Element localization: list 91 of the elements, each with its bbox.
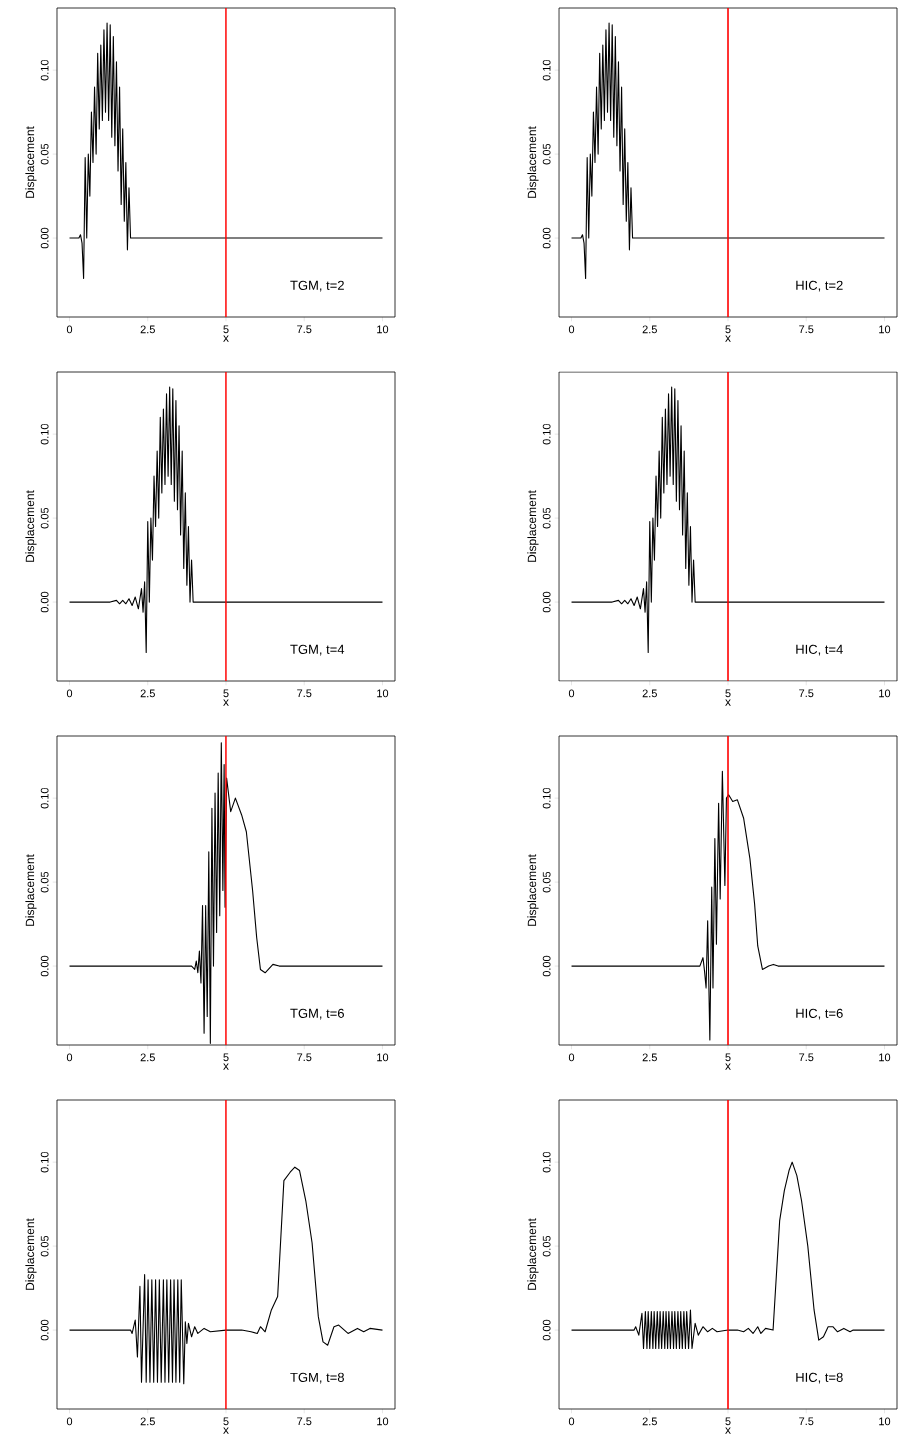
y-axis-title: Displacement (25, 1218, 37, 1290)
annotation: TGM, t=4 (290, 644, 345, 656)
x-tick-label: 10 (377, 1053, 389, 1062)
x-axis-title: x (725, 699, 731, 706)
x-tick-label: 2.5 (642, 1417, 657, 1426)
y-tick-label: 0.05 (40, 1235, 49, 1257)
x-tick-label: 0 (568, 325, 575, 334)
x-tick-label: 5 (223, 1053, 229, 1062)
x-tick-label: 0 (568, 1417, 575, 1426)
annotation: HIC, t=4 (796, 644, 843, 656)
x-tick-label: 2.5 (642, 1053, 657, 1062)
y-tick-label: 0.10 (40, 787, 49, 809)
x-tick-label: 0 (568, 689, 575, 698)
x-axis-title: x (223, 1427, 229, 1434)
x-tick-label: 10 (377, 1417, 389, 1426)
y-tick-label: 0.00 (40, 955, 49, 977)
x-tick-label: 10 (879, 325, 891, 334)
y-tick-label: 0.05 (542, 143, 551, 165)
line-series (68, 1166, 384, 1385)
x-tick-label: 2.5 (642, 689, 657, 698)
x-tick-label: 10 (377, 325, 389, 334)
x-tick-label: 2.5 (642, 325, 657, 334)
x-tick-label: 0 (568, 1053, 575, 1062)
x-tick-label: 10 (879, 1417, 891, 1426)
x-axis-title: x (725, 1063, 731, 1070)
x-tick-label: 10 (879, 1053, 891, 1062)
y-axis-title: Displacement (25, 490, 37, 562)
y-axis-title: Displacement (25, 854, 37, 926)
x-tick-label: 0 (66, 1053, 73, 1062)
x-tick-label: 2.5 (140, 1053, 155, 1062)
y-axis-title: Displacement (527, 490, 539, 562)
x-tick-label: 7.5 (297, 325, 312, 334)
y-tick-label: 0.10 (542, 423, 551, 445)
y-tick-label: 0.00 (40, 1319, 49, 1341)
line-series (570, 1161, 886, 1350)
x-tick-label: 5 (725, 1417, 731, 1426)
y-tick-label: 0.00 (40, 591, 49, 613)
y-tick-label: 0.00 (542, 1319, 551, 1341)
annotation: TGM, t=2 (290, 280, 344, 292)
x-tick-label: 7.5 (799, 1417, 814, 1426)
y-axis-title: Displacement (25, 126, 37, 198)
x-tick-label: 7.5 (297, 1417, 312, 1426)
x-axis-title: x (725, 1427, 731, 1434)
x-axis-title: x (223, 1063, 229, 1070)
y-tick-label: 0.05 (40, 871, 49, 893)
y-tick-label: 0.00 (542, 227, 551, 249)
x-tick-label: 5 (725, 1053, 731, 1062)
y-tick-label: 0.05 (542, 871, 551, 893)
x-tick-label: 5 (725, 689, 731, 698)
annotation: TGM, t=6 (290, 1008, 344, 1020)
y-axis-title: Displacement (527, 854, 539, 926)
y-tick-label: 0.05 (542, 507, 551, 529)
y-tick-label: 0.10 (542, 59, 551, 81)
y-tick-label: 0.10 (542, 787, 551, 809)
y-tick-label: 0.00 (542, 955, 551, 977)
x-tick-label: 2.5 (140, 325, 155, 334)
x-tick-label: 7.5 (799, 689, 814, 698)
y-tick-label: 0.05 (542, 1235, 551, 1257)
y-axis-title: Displacement (527, 1218, 539, 1290)
y-tick-label: 0.10 (40, 423, 49, 445)
x-tick-label: 7.5 (297, 1053, 312, 1062)
annotation: HIC, t=8 (796, 1372, 843, 1384)
annotation: HIC, t=2 (796, 280, 843, 292)
x-tick-label: 2.5 (140, 1417, 155, 1426)
x-tick-label: 5 (223, 689, 229, 698)
x-tick-label: 0 (66, 1417, 73, 1426)
x-axis-title: x (223, 699, 229, 706)
y-tick-label: 0.05 (40, 143, 49, 165)
x-tick-label: 2.5 (140, 689, 155, 698)
x-tick-label: 10 (377, 689, 389, 698)
y-tick-label: 0.10 (40, 59, 49, 81)
x-tick-label: 0 (66, 325, 73, 334)
y-axis-title: Displacement (527, 126, 539, 198)
y-tick-label: 0.00 (542, 591, 551, 613)
annotation: HIC, t=6 (796, 1008, 843, 1020)
line-series (570, 770, 886, 1041)
y-tick-label: 0.00 (40, 227, 49, 249)
x-tick-label: 5 (223, 1417, 229, 1426)
annotation: TGM, t=8 (290, 1372, 344, 1384)
x-tick-label: 7.5 (799, 325, 814, 334)
x-axis-title: x (223, 335, 229, 342)
x-tick-label: 10 (879, 689, 891, 698)
x-tick-label: 7.5 (799, 1053, 814, 1062)
y-tick-label: 0.05 (40, 507, 49, 529)
y-tick-label: 0.10 (542, 1151, 551, 1173)
x-tick-label: 5 (725, 325, 731, 334)
y-tick-label: 0.10 (40, 1151, 49, 1173)
x-tick-label: 7.5 (297, 689, 312, 698)
x-tick-label: 0 (66, 689, 73, 698)
x-tick-label: 5 (223, 325, 229, 334)
x-axis-title: x (725, 335, 731, 342)
